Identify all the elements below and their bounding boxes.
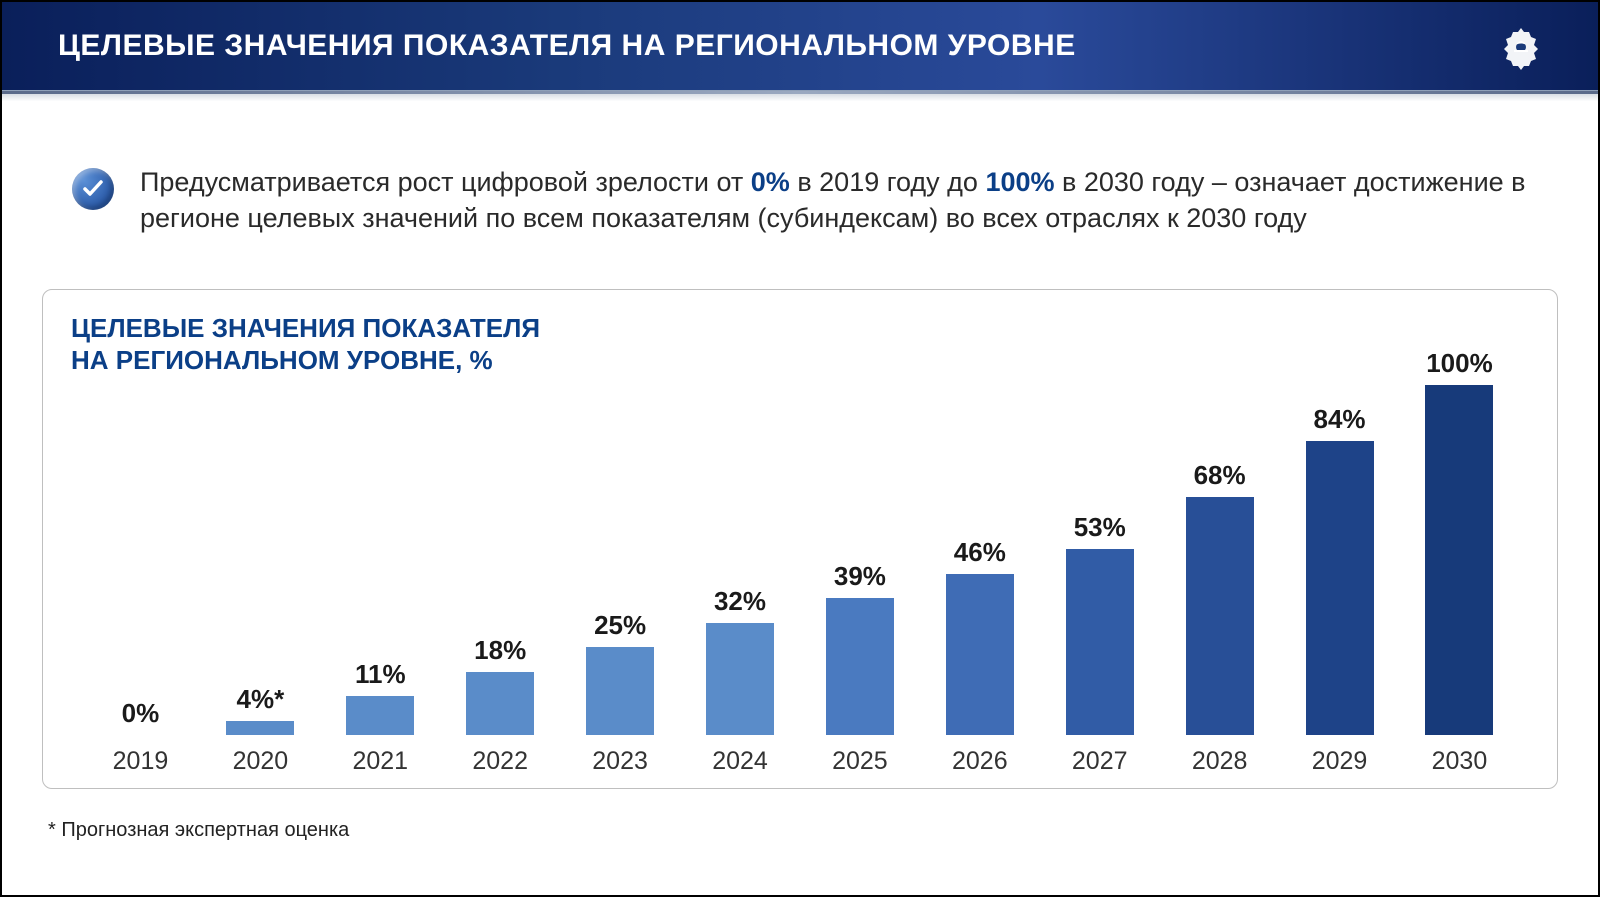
bar-value-label: 18% [474,635,526,666]
bar [346,696,414,735]
bar-col: 39% 2025 [806,561,913,776]
intro-block: Предусматривается рост цифровой зрелости… [2,104,1598,257]
bar [826,598,894,735]
bar-category-label: 2020 [233,747,289,776]
bar-col: 68% 2028 [1166,460,1273,776]
bar-col: 53% 2027 [1046,512,1153,776]
intro-mid1: в 2019 году до [790,167,986,197]
bar-value-label: 84% [1314,404,1366,435]
bar-value-label: 100% [1426,348,1493,379]
bar-col: 84% 2029 [1286,404,1393,776]
bar [1306,441,1374,735]
bar [706,623,774,735]
bar-col: 0% 2019 [87,698,194,776]
header-bar: ЦЕЛЕВЫЕ ЗНАЧЕНИЯ ПОКАЗАТЕЛЯ НА РЕГИОНАЛЬ… [2,2,1598,90]
check-icon [72,168,114,210]
bar-col: 46% 2026 [926,537,1033,776]
bar-value-label: 11% [355,659,406,690]
bar-category-label: 2023 [592,747,648,776]
slide: ЦЕЛЕВЫЕ ЗНАЧЕНИЯ ПОКАЗАТЕЛЯ НА РЕГИОНАЛЬ… [0,0,1600,897]
bar-value-label: 68% [1194,460,1246,491]
emblem-icon [1496,22,1546,77]
bar-category-label: 2024 [712,747,768,776]
bars-row: 0% 2019 4%* 2020 11% 2021 18% 2022 25% 2023 32% 202… [87,320,1513,776]
chart-card: ЦЕЛЕВЫЕ ЗНАЧЕНИЯ ПОКАЗАТЕЛЯ НА РЕГИОНАЛЬ… [42,289,1558,789]
intro-hl1: 0% [751,167,790,197]
bar-col: 18% 2022 [447,635,554,776]
bar-col: 4%* 2020 [207,684,314,776]
header-underline [2,90,1598,104]
intro-pre: Предусматривается рост цифровой зрелости… [140,167,751,197]
intro-text: Предусматривается рост цифровой зрелости… [140,164,1538,237]
bar-category-label: 2025 [832,747,888,776]
bar [946,574,1014,735]
header-title: ЦЕЛЕВЫЕ ЗНАЧЕНИЯ ПОКАЗАТЕЛЯ НА РЕГИОНАЛЬ… [58,29,1076,63]
bar-value-label: 0% [122,698,160,729]
bar-col: 32% 2024 [687,586,794,776]
bar [226,721,294,735]
bar [1066,549,1134,735]
bar-category-label: 2022 [472,747,528,776]
bar-category-label: 2021 [352,747,408,776]
bar-category-label: 2029 [1312,747,1368,776]
intro-hl2: 100% [985,167,1054,197]
bar-category-label: 2019 [113,747,169,776]
bar-category-label: 2028 [1192,747,1248,776]
bar-col: 100% 2030 [1406,348,1513,776]
bar-category-label: 2030 [1432,747,1488,776]
bar [1425,385,1493,735]
bar-col: 11% 2021 [327,659,434,776]
bar-col: 25% 2023 [567,610,674,776]
bar-category-label: 2027 [1072,747,1128,776]
chart-area: 0% 2019 4%* 2020 11% 2021 18% 2022 25% 2023 32% 202… [87,320,1513,776]
bar [586,647,654,735]
bar-value-label: 25% [594,610,646,641]
bar [466,672,534,735]
bar-value-label: 39% [834,561,886,592]
bar-value-label: 53% [1074,512,1126,543]
bar-value-label: 46% [954,537,1006,568]
bar [1186,497,1254,735]
bar-value-label: 32% [714,586,766,617]
footnote: * Прогнозная экспертная оценка [2,789,1598,842]
bar-category-label: 2026 [952,747,1008,776]
bar-value-label: 4%* [237,684,285,715]
